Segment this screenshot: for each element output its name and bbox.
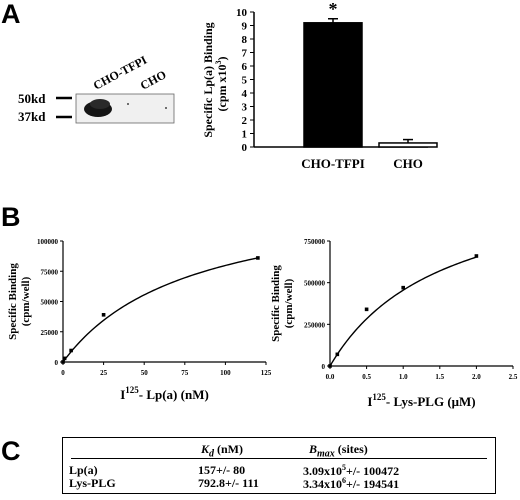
x-tick-label: 0.0 (326, 373, 335, 381)
x-axis-label-part: I (367, 394, 372, 409)
data-point (474, 254, 479, 258)
row-kd: 157+/- 80 (198, 463, 246, 477)
y-tick-label: 2 (242, 115, 248, 127)
y-tick-label: 0 (55, 359, 59, 367)
y-axis-label-line: (cpm x10 (215, 65, 229, 112)
y-axis-label-line: ) (215, 57, 229, 61)
y-axis-label: Specific Binding(cpm/well) (7, 263, 32, 340)
x-axis-label-superscript: 125 (125, 385, 139, 395)
fit-curve (62, 257, 259, 363)
bar-0 (303, 22, 363, 148)
y-tick-label: 9 (242, 21, 248, 33)
panel-label-a: A (1, 0, 21, 29)
x-axis-label: I125- Lp(a) (nM) (120, 385, 209, 402)
y-tick-label: 3 (242, 102, 248, 114)
binding-parameters-table: Kd (nM) Bmax (sites) Lp(a) 157+/- 80 3.0… (62, 437, 496, 494)
y-tick-label: 5 (242, 75, 248, 87)
marker-50kd-label: 50kd (18, 91, 46, 106)
header-bmax: Bmax (sites) (309, 442, 368, 460)
data-point (69, 348, 73, 353)
y-tick-label: 10 (236, 7, 248, 19)
y-tick-label: 75000 (41, 268, 59, 276)
tfpi-band-shoulder (90, 99, 110, 109)
data-point (61, 360, 65, 364)
lane-label-cho: CHO (138, 67, 169, 92)
y-tick-label: 100000 (37, 238, 59, 246)
x-tick-label: 100 (220, 369, 231, 377)
plg-binding-chart: 0.0 0.5 1.0 1.5 2.0 2.5 0 250000 500000 750000 Spe… (270, 238, 518, 409)
y-axis-label: Specific Binding(cpm/well) (270, 265, 295, 342)
table-rule (71, 458, 487, 459)
x-tick-label: 2.5 (509, 373, 518, 381)
figure-canvas: 50kd 37kd CHO-TFPI CHO 012345678910CHO-T… (7, 0, 518, 409)
x-axis-label-part: I (120, 387, 125, 402)
y-axis-label-line: Specific Binding (7, 263, 19, 340)
data-point (364, 307, 369, 312)
y-tick-label: 4 (242, 88, 248, 100)
x-tick-label: 75 (181, 369, 189, 377)
y-axis-label-line: Specific Binding (270, 265, 282, 342)
x-tick-label: 1.5 (435, 373, 444, 381)
significance-marker: * (329, 0, 338, 19)
y-axis-label-line: (cpm/well) (20, 276, 32, 326)
header-kd: Kd (nM) (201, 442, 244, 460)
lpa-binding-chart: 0 25 50 75 100 125 0 25000 50000 75000 100000 Speci… (7, 238, 272, 402)
x-axis-label: I125- Lys-PLG (μM) (367, 392, 475, 409)
panel-label-b: B (1, 202, 21, 232)
y-axis-label-line: Specific Lp(a) Binding (201, 22, 215, 137)
y-tick-label: 0 (322, 363, 326, 371)
data-point (256, 256, 260, 260)
fit-curve (329, 256, 477, 367)
y-tick-label: 250000 (304, 321, 326, 329)
y-axis-label-line: (cpm/well) (283, 278, 295, 328)
x-tick-label: 0 (61, 369, 65, 377)
data-point (335, 352, 340, 357)
x-tick-label: 50 (141, 369, 149, 377)
x-axis-label-part: - Lys-PLG (μM) (386, 394, 476, 409)
y-tick-label: 500000 (304, 280, 326, 288)
bar-1 (378, 142, 438, 148)
y-tick-label: 0 (242, 142, 248, 154)
data-point (62, 356, 67, 361)
row-bmax: 3.09x105+/- 100472 (303, 463, 400, 478)
marker-37kd-label: 37kd (18, 109, 46, 124)
y-tick-label: 7 (242, 48, 248, 60)
row-kd: 792.8+/- 111 (198, 476, 259, 490)
data-point (401, 285, 405, 290)
row-name: Lp(a) (69, 463, 98, 477)
data-point (101, 313, 106, 317)
y-tick-label: 750000 (304, 238, 326, 246)
panel-label-c: C (1, 436, 21, 466)
y-tick-label: 1 (242, 129, 248, 141)
data-point (328, 364, 332, 368)
y-axis-label-exponent: 3 (214, 61, 223, 65)
x-tick-label: 2.0 (472, 373, 481, 381)
y-tick-label: 50000 (41, 299, 59, 307)
row-name: Lys-PLG (69, 476, 116, 490)
x-tick-label: 25 (100, 369, 108, 377)
blot-speck (165, 107, 167, 109)
x-tick-label: 1.0 (399, 373, 408, 381)
y-tick-label: 25000 (41, 329, 59, 337)
x-tick-label: 125 (261, 369, 272, 377)
western-blot: 50kd 37kd CHO-TFPI CHO (18, 53, 175, 124)
x-axis-label-part: - Lp(a) (nM) (139, 387, 209, 402)
y-axis-label: Specific Lp(a) Binding(cpm x103) (201, 22, 229, 137)
y-tick-label: 6 (242, 61, 248, 73)
row-bmax: 3.34x106+/- 194541 (303, 476, 400, 491)
y-tick-label: 8 (242, 34, 248, 46)
x-category-label: CHO-TFPI (301, 156, 365, 171)
x-axis-label-superscript: 125 (372, 392, 386, 402)
x-tick-label: 0.5 (362, 373, 371, 381)
x-category-label: CHO (393, 156, 423, 171)
blot-speck (127, 103, 129, 105)
